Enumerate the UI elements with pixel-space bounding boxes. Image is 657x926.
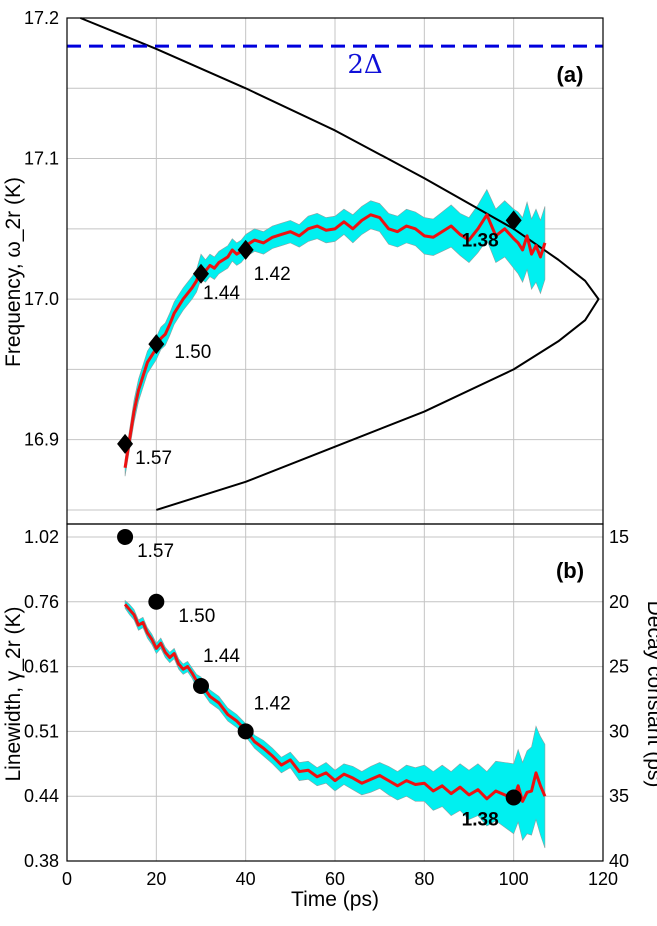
series-line-b: [123, 603, 547, 803]
y2-tick-label-b: 30: [609, 721, 629, 741]
plot-frame-b: [66, 523, 604, 862]
marker-label-a: 1.44: [203, 283, 240, 304]
x-tick-label: 0: [62, 869, 72, 889]
x-tick-label: 120: [588, 869, 618, 889]
panel-a: 1.57 1.50 1.44 1.42 1.38 16.9 17.0 17.1 17.2 (a…: [2, 8, 604, 525]
y-tick-label-b: 0.51: [24, 721, 59, 741]
diamond-marker: [193, 263, 209, 284]
x-tick-label: 20: [146, 869, 166, 889]
y-tick-label-b: 0.76: [24, 592, 59, 612]
diamond-marker: [237, 239, 254, 260]
circle-marker: [193, 678, 209, 695]
panel-label-b: (b): [556, 558, 584, 583]
x-tick-label: 60: [325, 869, 345, 889]
y-tick-label-a: 16.9: [24, 430, 59, 450]
diamond-marker: [505, 210, 522, 231]
markers-a: 1.57 1.50 1.44 1.42 1.38: [117, 210, 522, 469]
boundary-curve-line: [80, 17, 600, 511]
marker-label-b: 1.57: [137, 541, 174, 562]
reference-line-label: 2Δ: [347, 50, 382, 80]
marker-label-a: 1.57: [135, 448, 172, 469]
marker-label-b: 1.50: [178, 606, 215, 627]
marker-label-a: 1.50: [174, 342, 211, 363]
y-tick-label-a: 17.0: [24, 289, 59, 309]
y2-tick-label-b: 15: [609, 527, 629, 547]
markers-b: 1.57 1.50 1.44 1.42 1.38: [117, 528, 522, 830]
y-ticks-a: 16.9 17.0 17.1 17.2: [24, 8, 59, 450]
marker-label-a: 1.42: [254, 264, 291, 285]
marker-label-b: 1.44: [203, 646, 240, 667]
circle-marker: [148, 593, 165, 610]
series-path-b: [123, 603, 547, 803]
error-band-a: [124, 188, 546, 477]
boundary-curve: [80, 17, 600, 511]
y2-tick-label-b: 40: [609, 851, 629, 871]
marker-label-b: 1.42: [254, 693, 291, 714]
series-line-a: [123, 213, 547, 469]
y2-tick-label-b: 25: [609, 657, 629, 677]
y-tick-label-a: 17.2: [24, 8, 59, 28]
y-ticks-b: 1.02 0.76 0.61 0.51 0.44 0.38: [24, 527, 59, 871]
x-axis-title: Time (ps): [291, 888, 379, 911]
y-axis-title-b: Linewidth, γ_2r (K): [2, 606, 25, 781]
x-tick-label: 40: [236, 869, 256, 889]
y2-axis-title-b: Decay constant (ps): [643, 601, 657, 788]
panel-label-a: (a): [557, 62, 584, 87]
y-axis-title-a: Frequency, ω_2r (K): [2, 177, 25, 367]
y-tick-label-b: 0.38: [24, 851, 59, 871]
series-path-a: [123, 213, 547, 469]
x-ticks: 0 20 40 60 80 100 120: [62, 869, 618, 889]
marker-label-a: 1.38: [462, 230, 499, 251]
error-band-polygon-a: [124, 188, 546, 477]
y2-tick-label-b: 20: [609, 592, 629, 612]
marker-label-b: 1.38: [462, 809, 499, 830]
circle-marker: [505, 789, 522, 806]
y2-ticks-b: 15 20 25 30 35 40: [609, 527, 629, 871]
y-tick-label-b: 0.44: [24, 786, 59, 806]
y2-tick-label-b: 35: [609, 786, 629, 806]
diamond-marker: [117, 433, 134, 454]
circle-marker: [237, 723, 254, 740]
diamond-marker: [148, 334, 165, 355]
y-tick-label-b: 0.61: [24, 657, 59, 677]
grid-b: [67, 524, 603, 861]
x-tick-label: 80: [414, 869, 434, 889]
circle-marker: [117, 528, 134, 545]
y-tick-label-a: 17.1: [24, 149, 59, 169]
y-tick-label-b: 1.02: [24, 527, 59, 547]
panel-b: 1.57 1.50 1.44 1.42 1.38 1.02 0.76 0.61 0.51 0.4…: [2, 523, 657, 911]
x-tick-label: 100: [499, 869, 529, 889]
